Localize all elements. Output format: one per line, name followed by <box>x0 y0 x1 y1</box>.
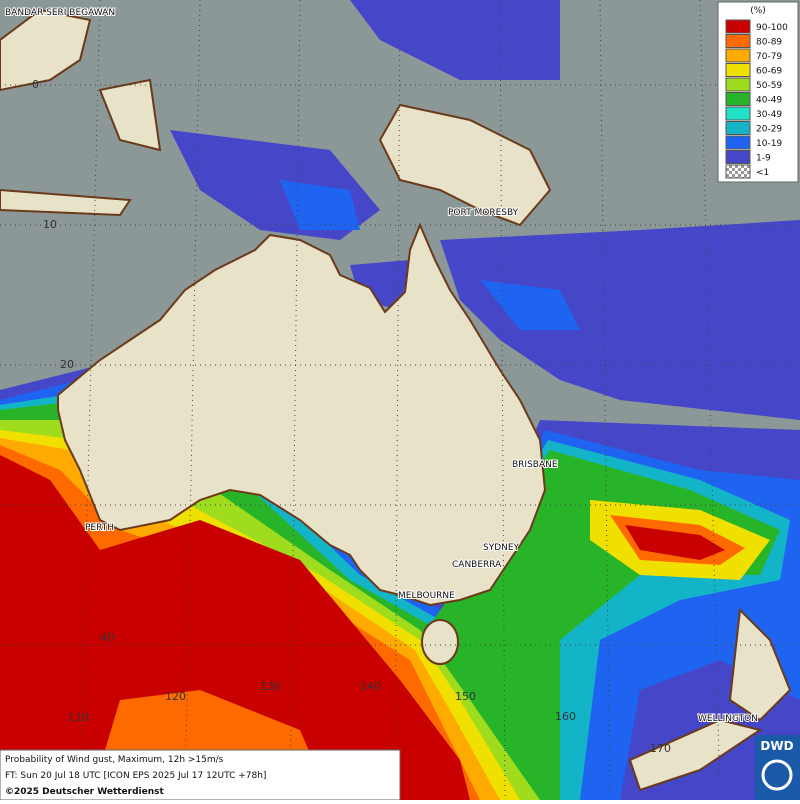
grid-label: 150 <box>455 690 476 703</box>
city-label: WELLINGTON <box>698 714 758 724</box>
city-label: BANDAR SERI BEGAWAN <box>5 8 115 18</box>
grid-label: 40 <box>100 631 114 644</box>
legend-label: 80-89 <box>756 38 782 48</box>
legend-swatch <box>725 48 751 63</box>
legend-swatch <box>725 150 751 164</box>
legend: (%) 90-100 80-89 70-79 60-69 50-59 40-49 30-49… <box>717 1 799 183</box>
legend-label: 10-19 <box>756 139 782 149</box>
legend-swatch <box>725 135 751 150</box>
caption-line: FT: Sun 20 Jul 18 UTC [ICON EPS 2025 Jul… <box>5 771 266 781</box>
city-label: CANBERRA <box>452 560 502 570</box>
grid-label: 130 <box>260 680 281 693</box>
legend-swatch <box>725 77 751 92</box>
legend-label: <1 <box>756 168 769 178</box>
legend-label: 20-29 <box>756 125 782 135</box>
grid-label: 160 <box>555 710 576 723</box>
land <box>0 8 792 792</box>
legend-label: 70-79 <box>756 52 782 62</box>
legend-label: 50-59 <box>756 81 782 91</box>
grid-label: 10 <box>43 218 57 231</box>
grid-label: 120 <box>165 690 186 703</box>
grid-label: 170 <box>650 742 671 755</box>
city-label: SYDNEY <box>483 543 520 553</box>
logo-icon <box>761 759 793 791</box>
legend-title: (%) <box>750 6 766 16</box>
logo: DWD <box>760 739 793 753</box>
grid-label: 0 <box>32 78 39 91</box>
caption-line: Probability of Wind gust, Maximum, 12h >… <box>5 755 224 765</box>
grid-label: 110 <box>68 711 89 724</box>
legend-swatch <box>725 164 751 179</box>
legend-swatch <box>725 34 751 48</box>
legend-swatch <box>725 106 751 121</box>
legend-swatch <box>725 121 751 135</box>
caption-box <box>0 749 401 801</box>
city-label: BRISBANE <box>512 460 558 470</box>
legend-label: 30-49 <box>756 110 782 120</box>
legend-swatch <box>725 92 751 106</box>
legend-label: 1-9 <box>756 154 771 164</box>
legend-swatch <box>725 63 751 77</box>
city-label: PORT MORESBY <box>448 208 519 218</box>
city-label: PERTH <box>85 523 114 533</box>
legend-label: 60-69 <box>756 67 782 77</box>
legend-label: 40-49 <box>756 96 782 106</box>
caption-line: ©2025 Deutscher Wetterdienst <box>5 787 164 797</box>
city-label: MELBOURNE <box>398 591 455 601</box>
grid-label: 140 <box>360 680 381 693</box>
legend-swatch <box>725 19 751 34</box>
grid-label: 20 <box>60 358 74 371</box>
legend-label: 90-100 <box>756 23 788 33</box>
